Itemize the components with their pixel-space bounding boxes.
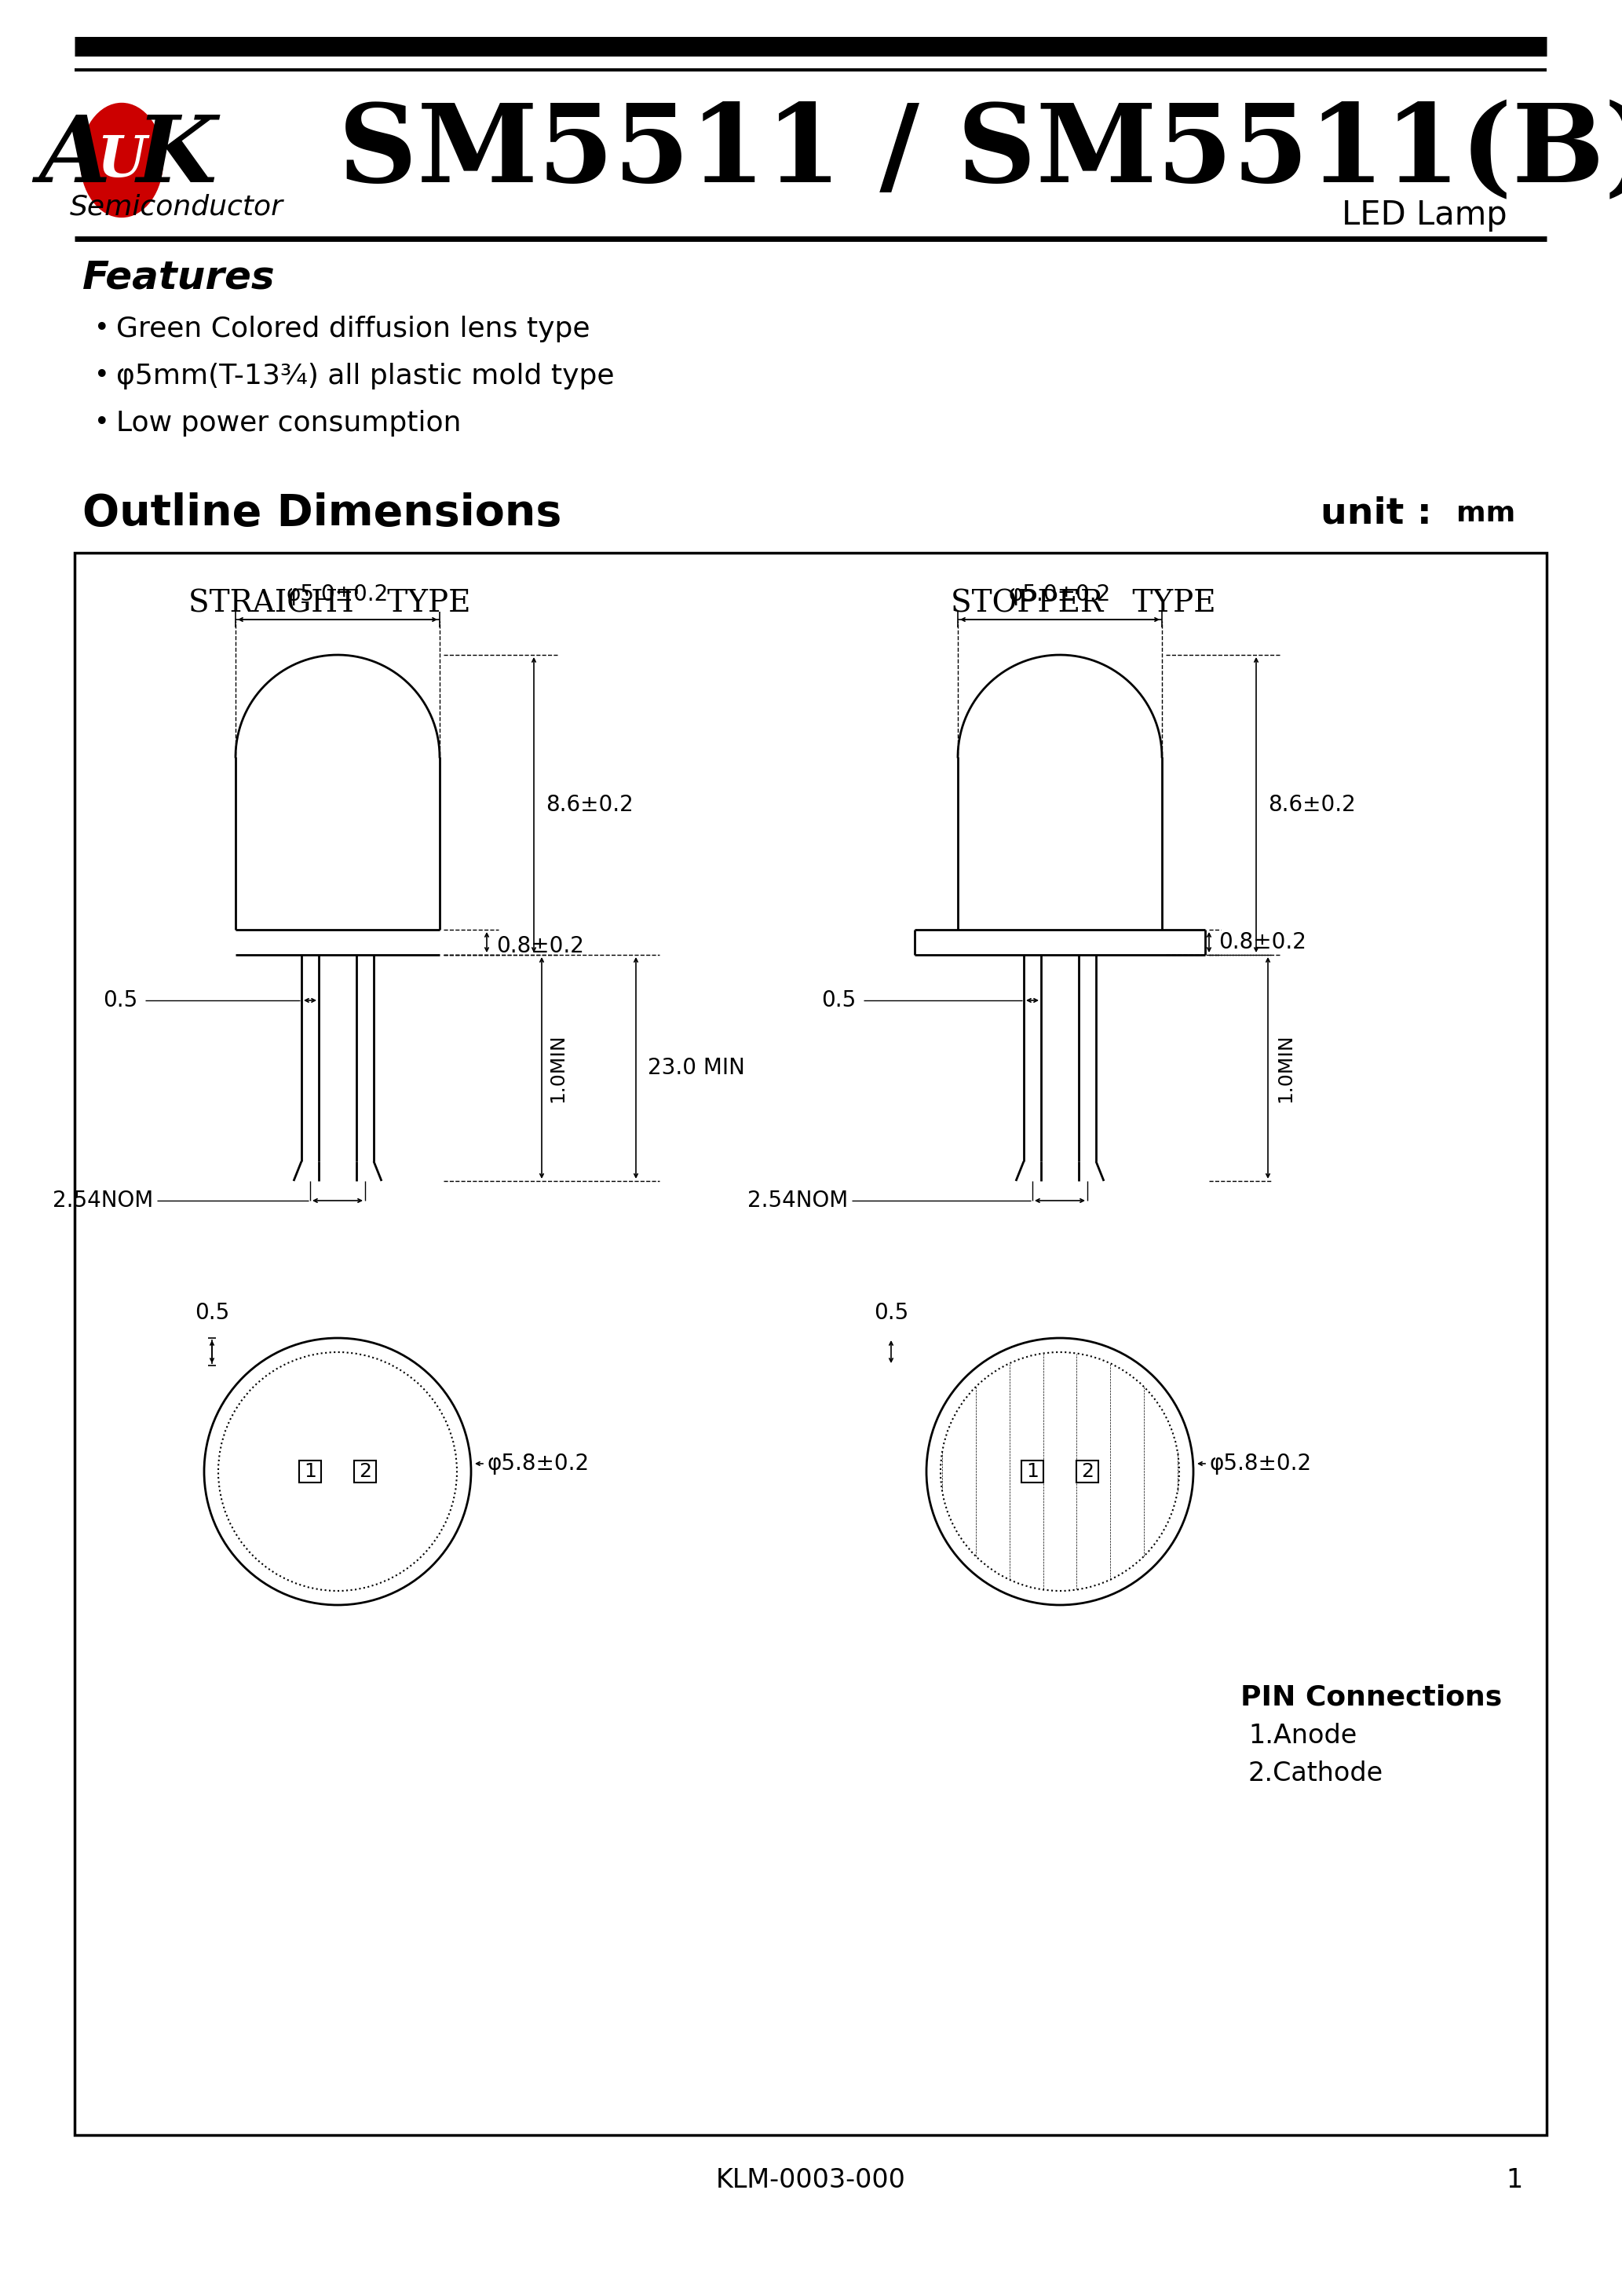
Text: 0.5: 0.5 [195,1302,229,1325]
Text: 8.6±0.2: 8.6±0.2 [1268,794,1356,815]
Text: SM5511 / SM5511(B): SM5511 / SM5511(B) [339,99,1622,204]
Text: STOPPER   TYPE: STOPPER TYPE [950,590,1216,618]
Bar [1022,1460,1043,1483]
Text: 1.Anode: 1.Anode [1249,1722,1358,1750]
Bar [354,1460,376,1483]
Text: 2.54NOM: 2.54NOM [52,1189,152,1212]
Text: 8.6±0.2: 8.6±0.2 [545,794,633,815]
Text: unit :: unit : [1320,496,1445,530]
Text: 2.54NOM: 2.54NOM [748,1189,848,1212]
Text: 1.0MIN: 1.0MIN [548,1033,566,1102]
Text: 1: 1 [1507,2167,1523,2193]
Text: Low power consumption: Low power consumption [117,411,461,436]
Text: U: U [97,133,146,188]
Text: 2: 2 [358,1463,371,1481]
Text: STRAIGHT   TYPE: STRAIGHT TYPE [188,590,470,618]
Text: Semiconductor: Semiconductor [70,193,284,220]
Bar [298,1460,321,1483]
Text: 1.0MIN: 1.0MIN [1277,1033,1294,1102]
Text: KLM-0003-000: KLM-0003-000 [715,2167,907,2193]
Text: 1: 1 [303,1463,316,1481]
Text: mm: mm [1457,501,1515,526]
Text: 0.5: 0.5 [874,1302,908,1325]
Text: 2.Cathode: 2.Cathode [1249,1761,1384,1786]
Bar [75,553,1547,2135]
Text: PIN Connections: PIN Connections [1241,1683,1502,1711]
Circle shape [926,1339,1194,1605]
Bar [1077,1460,1098,1483]
Circle shape [219,1352,457,1591]
Text: 2: 2 [1082,1463,1093,1481]
Text: φ5.8±0.2: φ5.8±0.2 [487,1453,589,1474]
Text: •: • [94,411,110,436]
Text: 23.0 MIN: 23.0 MIN [647,1056,744,1079]
Text: A: A [39,110,110,202]
Text: 1: 1 [1027,1463,1038,1481]
Text: •: • [94,363,110,388]
Circle shape [941,1352,1179,1591]
Text: φ5.0±0.2: φ5.0±0.2 [1009,583,1111,606]
Text: Outline Dimensions: Outline Dimensions [83,491,561,535]
Text: φ5.8±0.2: φ5.8±0.2 [1208,1453,1311,1474]
Text: Green Colored diffusion lens type: Green Colored diffusion lens type [117,315,590,342]
Text: 0.8±0.2: 0.8±0.2 [496,934,584,957]
Text: LED Lamp: LED Lamp [1341,200,1507,232]
Text: 0.5: 0.5 [821,990,856,1010]
Circle shape [204,1339,470,1605]
Text: •: • [94,317,110,342]
Text: φ5mm(T-13¾) all plastic mold type: φ5mm(T-13¾) all plastic mold type [117,363,615,390]
Text: K: K [136,110,217,202]
Text: 0.5: 0.5 [102,990,138,1010]
Text: Features: Features [83,259,276,296]
Ellipse shape [81,103,162,218]
Text: 0.8±0.2: 0.8±0.2 [1218,932,1306,953]
Text: φ5.0±0.2: φ5.0±0.2 [287,583,389,606]
